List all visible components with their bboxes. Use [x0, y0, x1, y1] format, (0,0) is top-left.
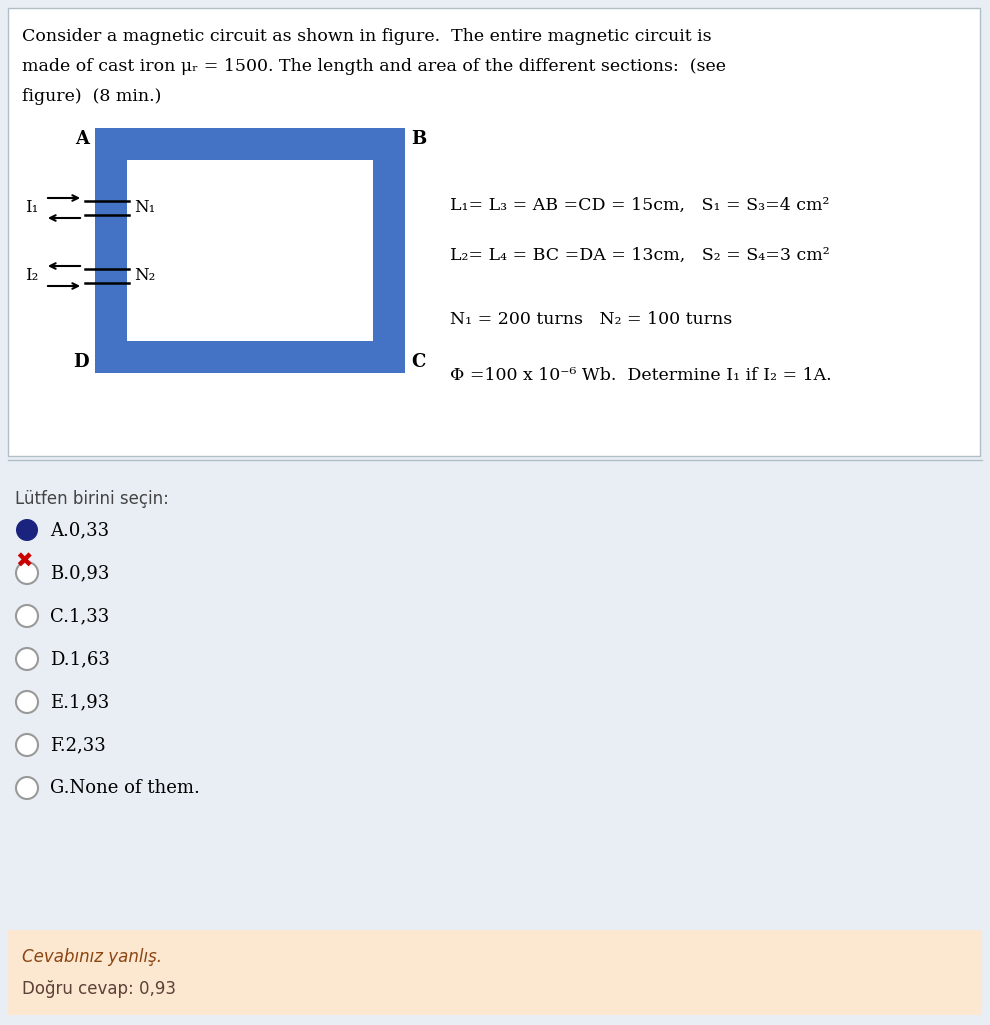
Text: L₁= L₃ = AB =CD = 15cm,   S₁ = S₃=4 cm²: L₁= L₃ = AB =CD = 15cm, S₁ = S₃=4 cm² [450, 197, 830, 213]
Text: G.None of them.: G.None of them. [50, 779, 200, 797]
Text: Doğru cevap: 0,93: Doğru cevap: 0,93 [22, 980, 176, 998]
Bar [95, 128, 405, 373]
Text: figure)  (8 min.): figure) (8 min.) [22, 88, 161, 105]
Circle shape [16, 562, 38, 584]
Text: N₂: N₂ [134, 268, 155, 285]
Text: Consider a magnetic circuit as shown in figure.  The entire magnetic circuit is: Consider a magnetic circuit as shown in … [22, 28, 712, 45]
Circle shape [16, 648, 38, 670]
Circle shape [16, 777, 38, 800]
Circle shape [16, 691, 38, 713]
Text: F.2,33: F.2,33 [50, 736, 106, 754]
Circle shape [16, 734, 38, 756]
FancyBboxPatch shape [8, 8, 980, 456]
Text: B.0,93: B.0,93 [50, 564, 109, 582]
Text: Φ =100 x 10⁻⁶ Wb.  Determine I₁ if I₂ = 1A.: Φ =100 x 10⁻⁶ Wb. Determine I₁ if I₂ = 1… [450, 367, 832, 383]
Text: D: D [73, 353, 89, 371]
Text: A: A [75, 130, 89, 148]
Bar [127, 160, 373, 341]
Text: C: C [411, 353, 426, 371]
Text: C.1,33: C.1,33 [50, 607, 109, 625]
Text: B: B [411, 130, 427, 148]
Text: D.1,63: D.1,63 [50, 650, 110, 668]
Text: A.0,33: A.0,33 [50, 521, 109, 539]
Text: L₂= L₄ = BC =DA = 13cm,   S₂ = S₄=3 cm²: L₂= L₄ = BC =DA = 13cm, S₂ = S₄=3 cm² [450, 246, 830, 263]
Text: ✖: ✖ [15, 552, 33, 572]
Text: I₂: I₂ [25, 268, 38, 285]
Text: N₁ = 200 turns   N₂ = 100 turns: N₁ = 200 turns N₂ = 100 turns [450, 312, 733, 328]
Circle shape [16, 519, 38, 541]
Text: Lütfen birini seçin:: Lütfen birini seçin: [15, 490, 169, 508]
Text: E.1,93: E.1,93 [50, 693, 109, 711]
Text: N₁: N₁ [134, 200, 155, 216]
Text: Cevabınız yanlış.: Cevabınız yanlış. [22, 948, 162, 966]
Text: I₁: I₁ [25, 200, 38, 216]
Circle shape [16, 605, 38, 627]
Text: made of cast iron μᵣ = 1500. The length and area of the different sections:  (se: made of cast iron μᵣ = 1500. The length … [22, 58, 726, 75]
FancyBboxPatch shape [8, 930, 982, 1015]
